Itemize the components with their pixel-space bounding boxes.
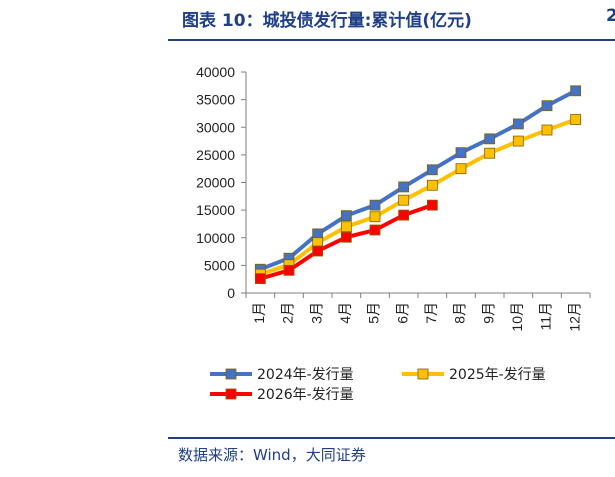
- data-point-series-2: [398, 194, 410, 206]
- legend-marker-2: [417, 368, 429, 380]
- data-point-series-1: [426, 164, 438, 176]
- y-tick-label: 40000: [196, 64, 235, 80]
- data-point-series-3: [398, 209, 410, 221]
- x-tick-label: 5月: [366, 302, 382, 324]
- series-lines: [259, 89, 577, 281]
- data-point-series-2: [426, 179, 438, 191]
- series-line-2: [259, 117, 577, 277]
- x-tick-label: 3月: [308, 302, 324, 324]
- data-point-series-3: [369, 224, 381, 236]
- data-point-series-1: [455, 147, 467, 159]
- chart-axes: [241, 71, 591, 298]
- x-tick-label: 12月: [566, 302, 582, 332]
- x-tick-label: 9月: [480, 302, 496, 324]
- data-point-series-1: [340, 210, 352, 222]
- data-point-series-3: [312, 245, 324, 257]
- y-tick-label: 15000: [196, 202, 235, 218]
- data-point-series-2: [369, 211, 381, 223]
- data-point-series-2: [570, 114, 582, 125]
- data-point-series-1: [570, 85, 582, 97]
- data-point-series-1: [369, 199, 381, 211]
- source-rule: [168, 437, 615, 439]
- y-tick-label: 20000: [196, 175, 235, 191]
- data-point-series-2: [484, 147, 496, 159]
- x-tick-label: 11月: [538, 302, 554, 331]
- x-tick-label: 8月: [452, 302, 468, 324]
- y-axis-tick-labels: 0 5000 10000 15000 20000 25000 30000 35000 40000: [196, 64, 235, 301]
- y-tick-label: 25000: [196, 147, 235, 163]
- x-tick-label: 4月: [337, 302, 353, 324]
- x-tick-label: 10月: [509, 302, 525, 332]
- data-point-series-1: [398, 181, 410, 193]
- x-tick-label: 6月: [394, 302, 410, 324]
- figure-title: 图表 10：城投债发行量:累计值(亿元): [182, 11, 472, 31]
- series-markers: [254, 85, 582, 285]
- x-tick-label: 2月: [280, 302, 296, 324]
- chart-legend: 2024年-发行量 2025年-发行量 2026年-发行量: [210, 367, 546, 403]
- y-tick-label: 10000: [196, 230, 235, 246]
- legend-marker-1: [225, 368, 237, 380]
- legend-marker-3: [225, 388, 237, 400]
- data-point-series-3: [426, 199, 438, 211]
- legend-label-3: 2026年-发行量: [257, 387, 354, 403]
- title-rule: [168, 39, 615, 41]
- data-point-series-3: [340, 231, 352, 243]
- y-tick-label: 5000: [204, 257, 235, 273]
- y-tick-label: 0: [227, 285, 235, 301]
- line-chart: 0 5000 10000 15000 20000 25000 30000 35000 40000…: [196, 64, 591, 403]
- x-axis-tick-labels: 1月 2月 3月 4月 5月 6月 7月 8月 9月 10月 11月 12月: [251, 302, 582, 332]
- data-point-series-3: [283, 264, 295, 276]
- next-figure-title-fragment: 2: [606, 6, 615, 26]
- y-tick-label: 30000: [196, 119, 235, 135]
- x-tick-label: 7月: [423, 302, 439, 324]
- x-tick-label: 1月: [251, 302, 267, 324]
- series-line-1: [259, 89, 577, 272]
- data-point-series-1: [512, 118, 524, 130]
- data-point-series-1: [484, 133, 496, 145]
- data-point-series-2: [455, 163, 467, 175]
- data-point-series-3: [254, 273, 266, 285]
- legend-label-1: 2024年-发行量: [257, 367, 354, 383]
- legend-label-2: 2025年-发行量: [449, 367, 546, 383]
- data-point-series-2: [512, 135, 524, 147]
- data-source: 数据来源：Wind，大同证券: [178, 446, 366, 464]
- data-point-series-2: [541, 124, 553, 136]
- data-point-series-2: [340, 221, 352, 233]
- data-point-series-1: [541, 100, 553, 112]
- y-tick-label: 35000: [196, 92, 235, 108]
